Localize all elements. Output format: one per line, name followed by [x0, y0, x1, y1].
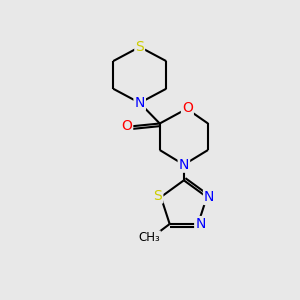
Text: S: S	[135, 40, 144, 54]
Text: N: N	[195, 217, 206, 231]
Text: N: N	[134, 96, 145, 110]
Text: CH₃: CH₃	[138, 231, 160, 244]
Text: S: S	[154, 188, 162, 203]
Text: N: N	[179, 158, 189, 172]
Text: N: N	[204, 190, 214, 204]
Text: O: O	[182, 101, 193, 115]
Text: O: O	[121, 119, 132, 134]
